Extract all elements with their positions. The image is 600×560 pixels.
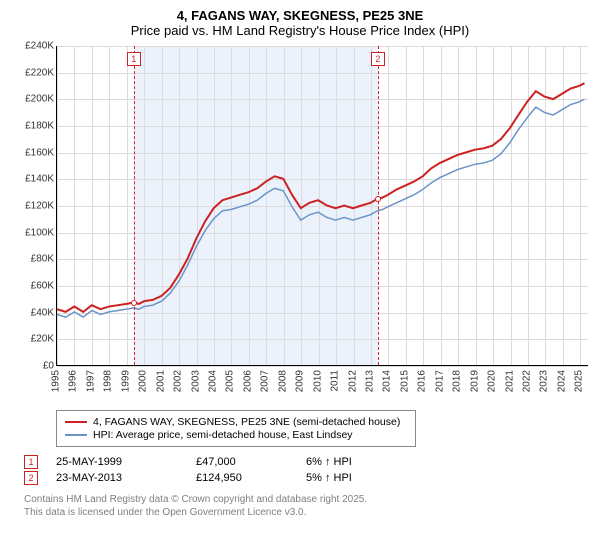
y-tick-label: £200K xyxy=(25,94,54,105)
series-price_paid xyxy=(57,83,585,312)
legend-swatch xyxy=(65,434,87,436)
x-tick-label: 2000 xyxy=(138,370,149,392)
x-tick-label: 2012 xyxy=(347,370,358,392)
legend: 4, FAGANS WAY, SKEGNESS, PE25 3NE (semi-… xyxy=(56,410,416,447)
legend-swatch xyxy=(65,421,87,423)
y-tick-label: £180K xyxy=(25,121,54,132)
x-tick-label: 2001 xyxy=(155,370,166,392)
sales-marker: 1 xyxy=(24,455,38,469)
x-tick-label: 1999 xyxy=(120,370,131,392)
x-tick-label: 2024 xyxy=(556,370,567,392)
y-tick-label: £120K xyxy=(25,201,54,212)
x-tick-label: 1996 xyxy=(68,370,79,392)
marker-dot-1 xyxy=(131,300,137,306)
footer-line2: This data is licensed under the Open Gov… xyxy=(24,506,588,519)
x-tick-label: 2009 xyxy=(295,370,306,392)
legend-label: 4, FAGANS WAY, SKEGNESS, PE25 3NE (semi-… xyxy=(93,416,400,428)
sales-table: 1 25-MAY-1999£47,0006% ↑ HPI 2 23-MAY-2013£… xyxy=(24,455,588,485)
y-axis: £0£20K£40K£60K£80K£100K£120K£140K£160K£1… xyxy=(12,46,56,366)
sales-price: £47,000 xyxy=(196,456,306,468)
x-tick-label: 2025 xyxy=(574,370,585,392)
chart-subtitle: Price paid vs. HM Land Registry's House … xyxy=(12,23,588,38)
footer-line1: Contains HM Land Registry data © Crown c… xyxy=(24,493,588,506)
y-tick-label: £160K xyxy=(25,147,54,158)
x-tick-label: 2003 xyxy=(190,370,201,392)
x-tick-label: 2008 xyxy=(277,370,288,392)
chart-area: £0£20K£40K£60K£80K£100K£120K£140K£160K£1… xyxy=(12,46,588,406)
series-hpi xyxy=(57,99,585,317)
sales-row: 1 25-MAY-1999£47,0006% ↑ HPI xyxy=(24,455,588,469)
x-tick-label: 2010 xyxy=(312,370,323,392)
marker-box-1: 1 xyxy=(127,52,141,66)
x-tick-label: 2006 xyxy=(242,370,253,392)
x-tick-label: 2016 xyxy=(417,370,428,392)
sales-hpi: 5% ↑ HPI xyxy=(306,472,416,484)
sales-price: £124,950 xyxy=(196,472,306,484)
marker-box-2: 2 xyxy=(371,52,385,66)
sales-row: 2 23-MAY-2013£124,9505% ↑ HPI xyxy=(24,471,588,485)
sales-marker: 2 xyxy=(24,471,38,485)
footer: Contains HM Land Registry data © Crown c… xyxy=(24,493,588,519)
x-tick-label: 2013 xyxy=(364,370,375,392)
legend-row: HPI: Average price, semi-detached house,… xyxy=(65,429,407,441)
y-tick-label: £240K xyxy=(25,41,54,52)
legend-label: HPI: Average price, semi-detached house,… xyxy=(93,429,353,441)
marker-dot-2 xyxy=(375,196,381,202)
x-tick-label: 2018 xyxy=(452,370,463,392)
x-tick-label: 2017 xyxy=(434,370,445,392)
marker-line-1 xyxy=(134,46,135,365)
chart-title: 4, FAGANS WAY, SKEGNESS, PE25 3NE xyxy=(12,8,588,23)
y-tick-label: £60K xyxy=(31,281,54,292)
x-tick-label: 1998 xyxy=(103,370,114,392)
x-tick-label: 2015 xyxy=(399,370,410,392)
sales-date: 23-MAY-2013 xyxy=(56,472,196,484)
lines-svg xyxy=(57,46,588,365)
y-tick-label: £20K xyxy=(31,334,54,345)
sales-hpi: 6% ↑ HPI xyxy=(306,456,416,468)
y-tick-label: £100K xyxy=(25,227,54,238)
x-tick-label: 1997 xyxy=(85,370,96,392)
x-tick-label: 2019 xyxy=(469,370,480,392)
x-tick-label: 2022 xyxy=(521,370,532,392)
x-tick-label: 2005 xyxy=(225,370,236,392)
x-tick-label: 2002 xyxy=(173,370,184,392)
x-tick-label: 2023 xyxy=(539,370,550,392)
y-tick-label: £40K xyxy=(31,307,54,318)
sales-date: 25-MAY-1999 xyxy=(56,456,196,468)
x-tick-label: 2014 xyxy=(382,370,393,392)
x-tick-label: 2011 xyxy=(330,370,341,392)
x-tick-label: 2021 xyxy=(504,370,515,392)
marker-line-2 xyxy=(378,46,379,365)
x-tick-label: 1995 xyxy=(51,370,62,392)
x-tick-label: 2020 xyxy=(487,370,498,392)
legend-row: 4, FAGANS WAY, SKEGNESS, PE25 3NE (semi-… xyxy=(65,416,407,428)
y-tick-label: £220K xyxy=(25,67,54,78)
y-tick-label: £80K xyxy=(31,254,54,265)
y-tick-label: £140K xyxy=(25,174,54,185)
x-tick-label: 2004 xyxy=(207,370,218,392)
plot-area: 12 xyxy=(56,46,588,366)
x-axis: 1995199619971998199920002001200220032004… xyxy=(56,366,588,406)
chart-container: 4, FAGANS WAY, SKEGNESS, PE25 3NE Price … xyxy=(0,0,600,527)
x-tick-label: 2007 xyxy=(260,370,271,392)
